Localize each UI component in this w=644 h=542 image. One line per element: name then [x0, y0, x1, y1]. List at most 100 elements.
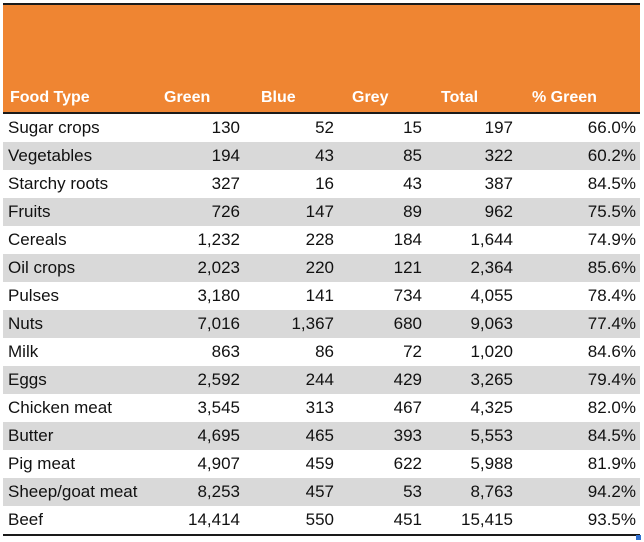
cell-blue[interactable]: 244 — [305, 370, 334, 389]
cell-blue[interactable]: 43 — [315, 146, 334, 165]
cell-food-type[interactable]: Beef — [8, 510, 43, 529]
cell-food-type[interactable]: Chicken meat — [8, 398, 112, 417]
cell-grey[interactable]: 429 — [393, 370, 422, 389]
cell-pct-green[interactable]: 77.4% — [587, 314, 636, 333]
cell-food-type[interactable]: Pulses — [8, 286, 60, 305]
cell-grey[interactable]: 53 — [403, 482, 422, 501]
cell-food-type[interactable]: Butter — [8, 426, 54, 445]
cell-total[interactable]: 5,553 — [470, 426, 513, 445]
cell-green[interactable]: 7,016 — [197, 314, 240, 333]
cell-blue[interactable]: 457 — [305, 482, 334, 501]
bottom-border — [3, 534, 640, 536]
cell-grey[interactable]: 89 — [403, 202, 422, 221]
cell-total[interactable]: 4,325 — [470, 398, 513, 417]
cell-pct-green[interactable]: 84.5% — [587, 426, 636, 445]
cell-food-type[interactable]: Starchy roots — [8, 174, 109, 193]
cell-grey[interactable]: 393 — [393, 426, 422, 445]
header-grey[interactable]: Grey — [352, 89, 389, 106]
header-pct-green[interactable]: % Green — [532, 89, 597, 106]
cell-green[interactable]: 194 — [211, 146, 240, 165]
header-food-type[interactable]: Food Type — [10, 89, 90, 106]
cell-blue[interactable]: 1,367 — [291, 314, 334, 333]
cell-food-type[interactable]: Fruits — [8, 202, 51, 221]
cell-total[interactable]: 4,055 — [470, 286, 513, 305]
cell-grey[interactable]: 184 — [393, 230, 422, 249]
cell-pct-green[interactable]: 79.4% — [587, 370, 636, 389]
cell-total[interactable]: 1,644 — [470, 230, 513, 249]
cell-total[interactable]: 2,364 — [470, 258, 513, 277]
cell-grey[interactable]: 85 — [403, 146, 422, 165]
cell-food-type[interactable]: Vegetables — [8, 146, 93, 165]
cell-blue[interactable]: 465 — [305, 426, 334, 445]
cell-pct-green[interactable]: 81.9% — [587, 454, 636, 473]
cell-green[interactable]: 327 — [211, 174, 240, 193]
cell-pct-green[interactable]: 74.9% — [587, 230, 636, 249]
cell-total[interactable]: 197 — [484, 118, 513, 137]
cell-blue[interactable]: 147 — [305, 202, 334, 221]
cell-food-type[interactable]: Oil crops — [8, 258, 76, 277]
cell-food-type[interactable]: Pig meat — [8, 454, 76, 473]
cell-green[interactable]: 863 — [211, 342, 240, 361]
cell-green[interactable]: 3,180 — [197, 286, 240, 305]
cell-blue[interactable]: 141 — [305, 286, 334, 305]
cell-total[interactable]: 9,063 — [470, 314, 513, 333]
header-blue[interactable]: Blue — [261, 89, 296, 106]
cell-pct-green[interactable]: 84.6% — [587, 342, 636, 361]
cell-total[interactable]: 5,988 — [470, 454, 513, 473]
cell-total[interactable]: 3,265 — [470, 370, 513, 389]
table-row: Fruits 726 147 89 962 75.5% — [3, 198, 640, 226]
cell-green[interactable]: 2,592 — [197, 370, 240, 389]
cell-blue[interactable]: 228 — [305, 230, 334, 249]
header-total[interactable]: Total — [441, 89, 479, 106]
cell-blue[interactable]: 550 — [305, 510, 334, 529]
cell-green[interactable]: 726 — [211, 202, 240, 221]
cell-total[interactable]: 387 — [484, 174, 513, 193]
table-row: Milk 863 86 72 1,020 84.6% — [3, 338, 640, 366]
header-green[interactable]: Green — [164, 89, 211, 106]
cell-grey[interactable]: 734 — [393, 286, 422, 305]
cell-grey[interactable]: 121 — [393, 258, 422, 277]
cell-total[interactable]: 1,020 — [470, 342, 513, 361]
cell-green[interactable]: 14,414 — [188, 510, 240, 529]
cell-green[interactable]: 130 — [211, 118, 240, 137]
cell-pct-green[interactable]: 94.2% — [587, 482, 636, 501]
cell-grey[interactable]: 451 — [393, 510, 422, 529]
cell-blue[interactable]: 86 — [315, 342, 334, 361]
cell-pct-green[interactable]: 66.0% — [587, 118, 636, 137]
cell-pct-green[interactable]: 78.4% — [587, 286, 636, 305]
cell-grey[interactable]: 680 — [393, 314, 422, 333]
cell-grey[interactable]: 15 — [403, 118, 422, 137]
cell-green[interactable]: 3,545 — [197, 398, 240, 417]
cell-pct-green[interactable]: 82.0% — [587, 398, 636, 417]
cell-blue[interactable]: 52 — [315, 118, 334, 137]
cell-food-type[interactable]: Milk — [8, 342, 39, 361]
cell-blue[interactable]: 16 — [315, 174, 334, 193]
cell-grey[interactable]: 72 — [403, 342, 422, 361]
cell-pct-green[interactable]: 85.6% — [587, 258, 636, 277]
cell-food-type[interactable]: Nuts — [8, 314, 43, 333]
cell-total[interactable]: 15,415 — [461, 510, 513, 529]
cell-food-type[interactable]: Sheep/goat meat — [8, 482, 138, 501]
cell-food-type[interactable]: Cereals — [8, 230, 67, 249]
cell-pct-green[interactable]: 93.5% — [587, 510, 636, 529]
cell-green[interactable]: 1,232 — [197, 230, 240, 249]
cell-green[interactable]: 4,907 — [197, 454, 240, 473]
cell-grey[interactable]: 622 — [393, 454, 422, 473]
cell-food-type[interactable]: Eggs — [8, 370, 47, 389]
cell-total[interactable]: 962 — [484, 202, 513, 221]
cell-total[interactable]: 322 — [484, 146, 513, 165]
cell-blue[interactable]: 220 — [305, 258, 334, 277]
cell-green[interactable]: 8,253 — [197, 482, 240, 501]
cell-green[interactable]: 4,695 — [197, 426, 240, 445]
cell-blue[interactable]: 313 — [305, 398, 334, 417]
cell-green[interactable]: 2,023 — [197, 258, 240, 277]
cell-grey[interactable]: 43 — [403, 174, 422, 193]
cell-blue[interactable]: 459 — [305, 454, 334, 473]
selection-fill-handle[interactable] — [636, 535, 641, 540]
cell-pct-green[interactable]: 75.5% — [587, 202, 636, 221]
cell-pct-green[interactable]: 60.2% — [587, 146, 636, 165]
cell-pct-green[interactable]: 84.5% — [587, 174, 636, 193]
cell-grey[interactable]: 467 — [393, 398, 422, 417]
cell-food-type[interactable]: Sugar crops — [8, 118, 100, 137]
cell-total[interactable]: 8,763 — [470, 482, 513, 501]
